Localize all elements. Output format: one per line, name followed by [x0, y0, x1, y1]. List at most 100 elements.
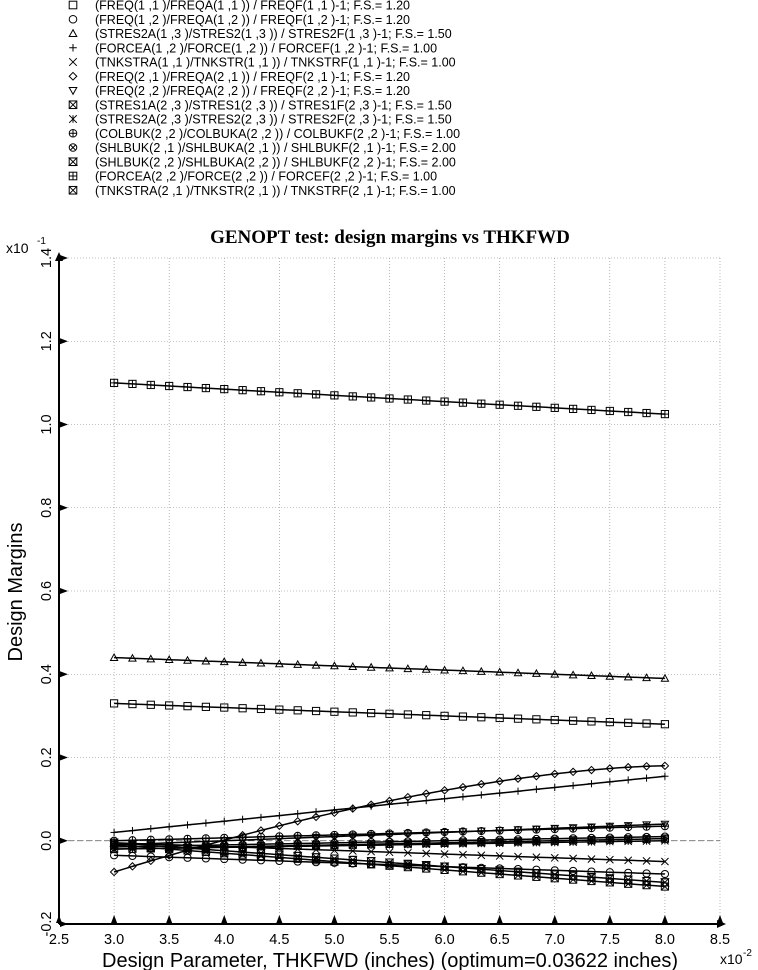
legend-label: (SHLBUK(2 ,2 )/SHLBUKA(2 ,2 )) / SHLBUKF… [95, 155, 456, 169]
series-line [114, 656, 665, 680]
data-point [385, 796, 394, 806]
data-point [403, 710, 412, 719]
data-point [293, 816, 303, 826]
legend-item: (STRES1A(2 ,3 )/STRES1(2 ,3 )) / STRES1F… [68, 98, 452, 112]
data-point [587, 765, 596, 775]
data-point [403, 828, 412, 838]
data-point [348, 804, 358, 813]
data-point [623, 875, 634, 884]
data-point [256, 842, 266, 851]
data-point [550, 769, 560, 779]
data-point [293, 659, 303, 668]
legend-marker-circle-plus [68, 128, 78, 138]
data-point [311, 706, 321, 716]
data-point [477, 399, 486, 408]
plot-axes [55, 252, 726, 928]
data-point [146, 844, 155, 853]
plot-grid [58, 257, 721, 925]
x-tick-label: 8.0 [655, 932, 675, 948]
data-point [403, 848, 412, 857]
data-point [275, 811, 283, 820]
data-point [385, 709, 394, 718]
data-point [330, 391, 339, 400]
data-point [257, 813, 265, 822]
data-point [201, 656, 211, 665]
data-point [422, 396, 431, 405]
data-point [201, 854, 210, 863]
data-point [606, 778, 614, 786]
data-point [256, 387, 266, 396]
data-point [440, 665, 450, 674]
data-point [366, 800, 376, 809]
data-point [624, 856, 633, 865]
data-point [495, 826, 504, 835]
legend-label: (FORCEA(1 ,2 )/FORCE(1 ,2 )) / FORCEF(1 … [95, 41, 437, 55]
data-point [146, 380, 155, 390]
data-point [660, 820, 670, 829]
data-point [605, 874, 615, 883]
data-point [660, 822, 670, 831]
x-tick-mark [56, 915, 62, 923]
data-series [109, 378, 670, 891]
data-point [624, 776, 632, 784]
legend-label: (STRES2A(1 ,3 )/STRES2(1 ,3 )) / STRES2F… [95, 27, 452, 41]
data-point [440, 786, 449, 795]
series-13 [109, 378, 670, 419]
data-point [623, 762, 633, 772]
data-point [458, 863, 468, 872]
legend-label: (SHLBUK(2 ,1 )/SHLBUKA(2 ,1 )) / SHLBUKF… [95, 141, 456, 155]
data-point [348, 840, 357, 849]
data-point [476, 865, 487, 874]
data-point [201, 383, 210, 393]
data-point [569, 824, 578, 833]
data-point [642, 821, 652, 830]
data-point [403, 395, 412, 404]
legend-item: (FREQ(2 ,1 )/FREQA(2 ,1 )) / FREQF(2 ,1 … [68, 70, 410, 84]
data-point [568, 767, 578, 777]
data-point [495, 837, 504, 846]
data-point [605, 855, 614, 864]
data-point [642, 673, 652, 682]
y-multiplier-exponent: -1 [37, 236, 46, 247]
data-point [275, 841, 284, 851]
data-point [127, 653, 137, 662]
data-point [403, 839, 412, 848]
y-multiplier-base: x10 [6, 240, 29, 256]
y-tick-label: 0.8 [39, 498, 55, 518]
legend-marker-circle [68, 14, 78, 24]
data-point [275, 388, 284, 397]
data-point [532, 785, 540, 793]
data-point [458, 398, 468, 407]
data-point [294, 810, 302, 818]
data-point [220, 817, 228, 825]
data-point [513, 401, 523, 410]
data-point [458, 838, 468, 847]
data-point [660, 834, 670, 843]
legend-label: (FREQ(2 ,2 )/FREQA(2 ,2 )) / FREQF(2 ,2 … [95, 84, 410, 98]
series-3 [109, 652, 670, 682]
data-point [476, 779, 486, 789]
data-point [312, 808, 320, 816]
data-point [275, 705, 284, 714]
data-point [641, 876, 652, 886]
data-point [458, 712, 468, 721]
data-point [238, 386, 247, 395]
legend-label: (FORCEA(2 ,2 )/FORCE(2 ,2 )) / FORCEF(2 … [95, 170, 437, 184]
legend-label: (TNKSTRA(1 ,1 )/TNKSTR(1 ,1 )) / TNKSTRF… [95, 56, 456, 70]
data-point [440, 827, 449, 837]
data-point [128, 379, 137, 389]
data-point [605, 671, 615, 680]
data-point [202, 819, 210, 827]
data-point [532, 402, 541, 411]
data-point [128, 699, 137, 709]
x-tick-mark [551, 915, 558, 923]
y-tick-mark [60, 837, 68, 844]
legend-label: (STRES1A(2 ,3 )/STRES1(2 ,3 )) / STRES1F… [95, 98, 452, 112]
data-point [128, 862, 137, 871]
data-point [513, 668, 523, 677]
data-point [164, 851, 174, 860]
data-point [165, 701, 174, 710]
data-point [440, 850, 449, 859]
x-multiplier-base: x10 [720, 951, 743, 967]
